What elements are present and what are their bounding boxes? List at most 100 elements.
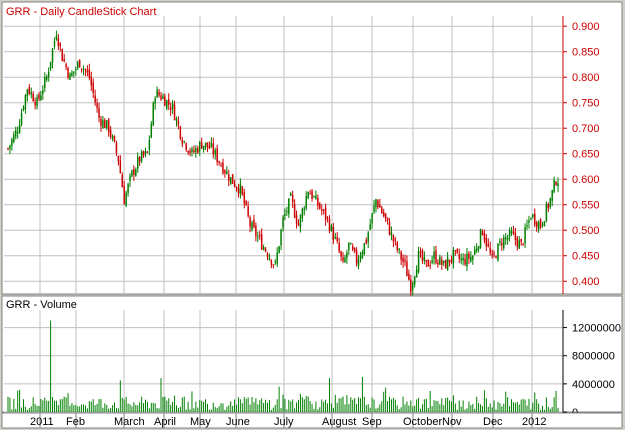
candle-body [429,264,431,266]
candle-body [158,91,160,96]
candle-body [243,192,246,204]
candle-body [264,248,267,252]
candle-body [173,104,176,121]
candle-body [274,261,277,263]
candle-body [334,236,337,239]
candle-body [47,71,50,78]
candle-body [75,68,77,70]
candle-body [206,142,209,148]
candle-body [412,282,414,290]
candle-body [421,250,424,261]
candle-body [489,247,491,253]
price-tick-label: 0.750 [572,98,600,110]
candle-body [86,70,89,73]
candle-body [154,98,156,104]
candle-body [475,248,478,252]
candle-body [508,230,511,237]
candle-body [169,107,172,111]
candle-body [14,130,17,137]
candle-body [442,260,445,264]
candle-body [40,95,42,101]
candle-body [146,151,149,153]
candle-body [541,224,544,226]
candle-body [241,186,244,194]
candle-body [468,253,470,260]
candle-body [454,250,457,252]
candle-body [452,249,455,264]
candle-body [245,201,247,205]
candle-body [291,194,294,203]
candle-body [286,211,288,213]
candle-body [266,253,269,258]
candle-body [253,219,255,228]
candle-body [42,90,44,94]
candle-body [363,242,366,255]
price-panel-title: GRR - Daily CandleStick Chart [6,6,156,18]
candle-body [415,269,418,278]
candle-body [231,174,234,184]
candle-body [137,157,139,169]
candle-body [135,169,137,176]
candle-body [458,254,460,259]
candle-body [350,243,352,245]
candle-body [45,76,48,80]
candle-body [65,64,67,68]
candle-body [222,162,224,174]
candle-body [100,118,102,126]
candle-body [297,223,300,226]
candle-body [547,204,550,208]
candle-body [319,203,321,209]
candle-body [396,242,399,251]
x-axis-label: Feb [66,416,85,428]
candle-body [142,151,145,156]
candle-body [516,238,519,247]
candle-body [237,188,240,194]
candle-body [63,59,65,62]
candle-body [127,183,129,193]
candle-body [305,195,307,209]
candle-body [549,198,552,207]
candle-body [106,120,108,128]
candle-body [386,217,389,221]
candle-body [90,76,93,86]
candle-body [466,253,468,267]
price-tick-label: 0.500 [572,225,600,237]
candle-body [373,205,375,212]
candle-body [464,258,466,265]
candle-body [67,67,69,78]
candle-body [28,86,31,94]
x-axis-label: Sep [362,416,382,428]
candle-body [280,229,282,246]
candle-body [255,225,257,237]
candle-body [495,256,497,259]
candle-body [187,150,189,153]
candle-body [392,234,395,242]
candle-body [365,240,368,244]
candle-body [109,129,112,137]
candle-body [94,95,96,103]
candle-body [460,258,462,261]
candle-body [532,214,534,217]
candle-body [289,193,292,196]
candle-body [55,36,58,40]
volume-tick-label: 8000000 [572,351,615,363]
candle-body [388,222,391,235]
candle-body [394,239,397,241]
candle-body [218,161,220,163]
price-tick-label: 0.850 [572,47,600,59]
candle-body [553,180,555,193]
x-axis-label: August [322,416,356,428]
candle-body [450,260,453,262]
candle-body [177,120,180,125]
candle-body [233,183,236,187]
candle-body [313,196,315,198]
candle-body [555,181,557,185]
candle-body [16,132,19,134]
candle-body [423,257,426,261]
candle-body [51,48,54,63]
candle-body [448,259,451,263]
candle-body [512,231,515,234]
x-axis-label: Dec [483,416,503,428]
candle-body [226,171,228,174]
candle-body [183,141,185,143]
